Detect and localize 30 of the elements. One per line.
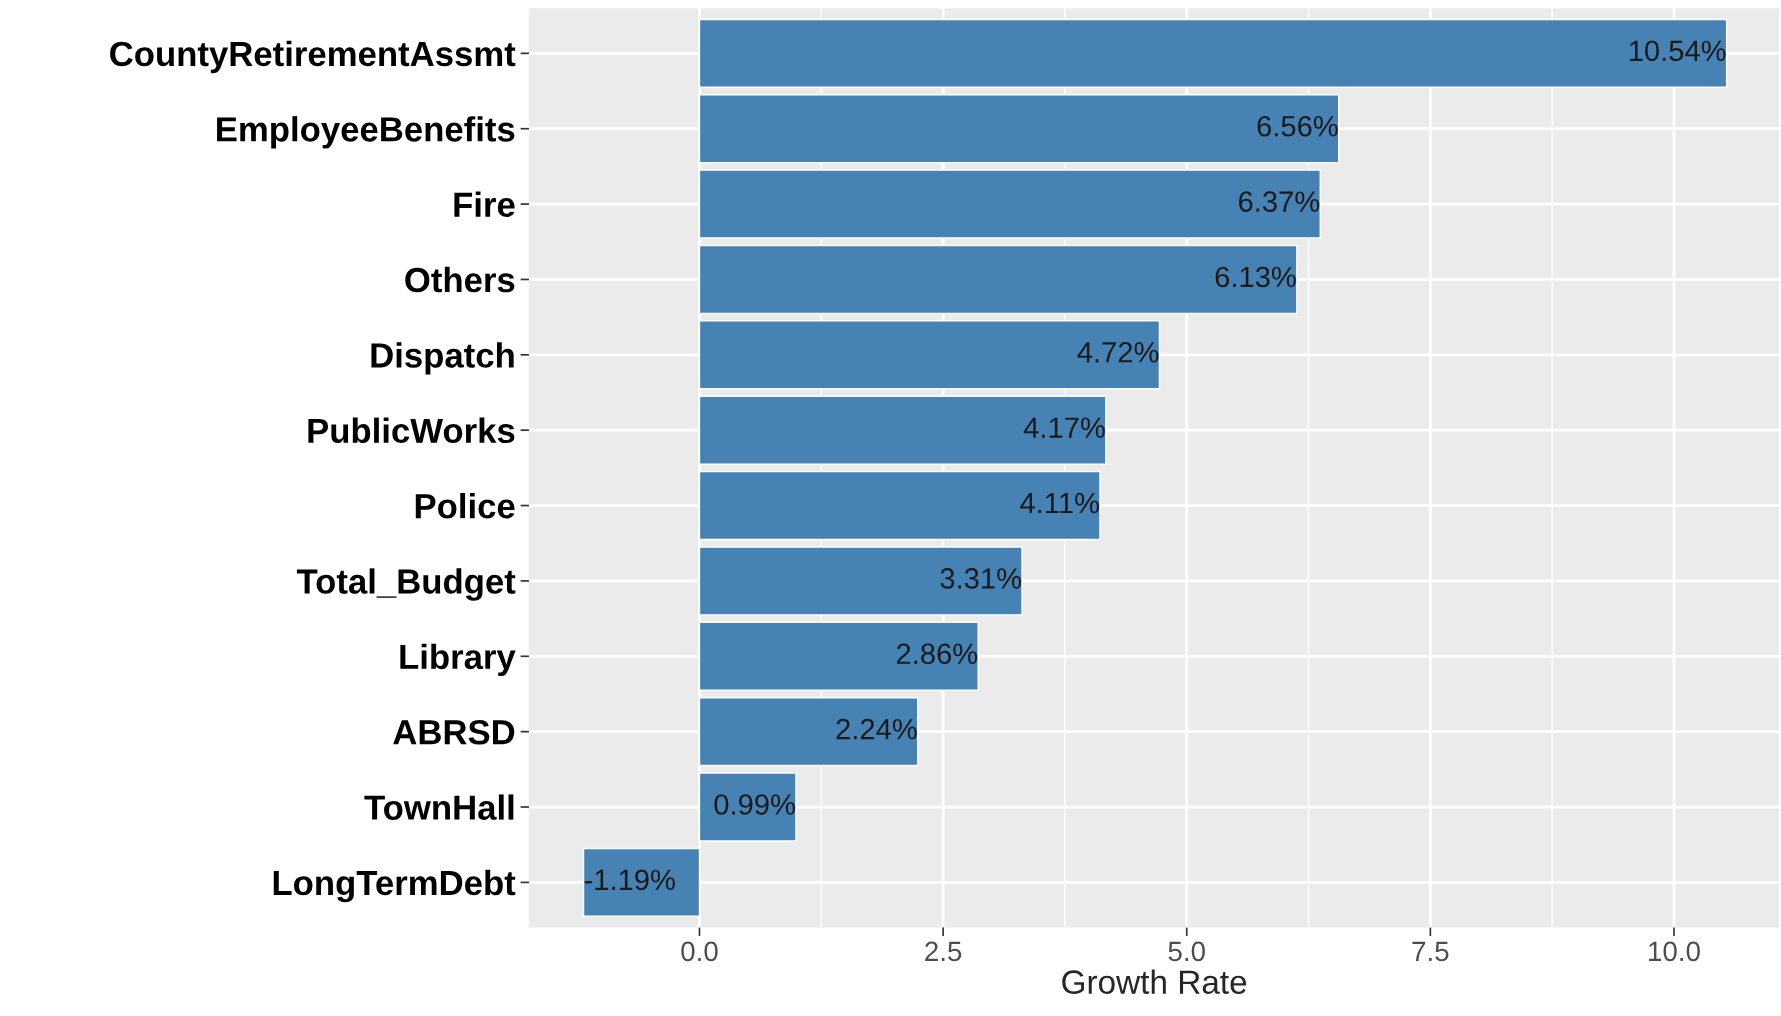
data-label: -1.19% (584, 869, 675, 891)
y-tick-label: CountyRetirementAssmt (110, 40, 516, 74)
y-tick-label: PublicWorks (308, 417, 515, 444)
data-label: 4.17% (1023, 417, 1105, 438)
y-tick-label: Library (400, 643, 516, 677)
data-label: 6.56% (1257, 115, 1338, 137)
y-tick-label: Total_Budget (296, 568, 516, 601)
x-axis-title: Growth Rate (1062, 969, 1247, 994)
x-tick-label: 5.0 (1168, 941, 1205, 962)
y-tick-label: LongTermDebt (273, 869, 516, 903)
y-tick-label: Fire (454, 191, 515, 218)
data-label: 4.72% (1077, 341, 1159, 363)
x-tick-label: 2.5 (925, 941, 962, 962)
data-label: 2.86% (896, 643, 978, 665)
data-label: 10.54% (1629, 40, 1726, 62)
y-tick-label: Others (405, 266, 515, 293)
x-tick-label: 0.0 (681, 941, 718, 962)
y-tick-label: ABRSD (393, 719, 515, 745)
data-label: 0.99% (714, 794, 795, 815)
x-tick-label: 7.5 (1412, 941, 1449, 962)
y-tick-label: TownHall (364, 794, 514, 820)
data-label: 4.11% (1020, 492, 1099, 514)
x-tick-label: 10.0 (1649, 941, 1700, 962)
data-label: 2.24% (836, 718, 917, 740)
data-label: 6.37% (1239, 191, 1320, 212)
y-tick-label: Police (415, 492, 515, 519)
y-tick-label: Dispatch (371, 342, 514, 375)
data-label: 3.31% (940, 568, 1022, 589)
y-tick-label: EmployeeBenefits (217, 116, 515, 149)
data-label: 6.13% (1215, 266, 1296, 288)
